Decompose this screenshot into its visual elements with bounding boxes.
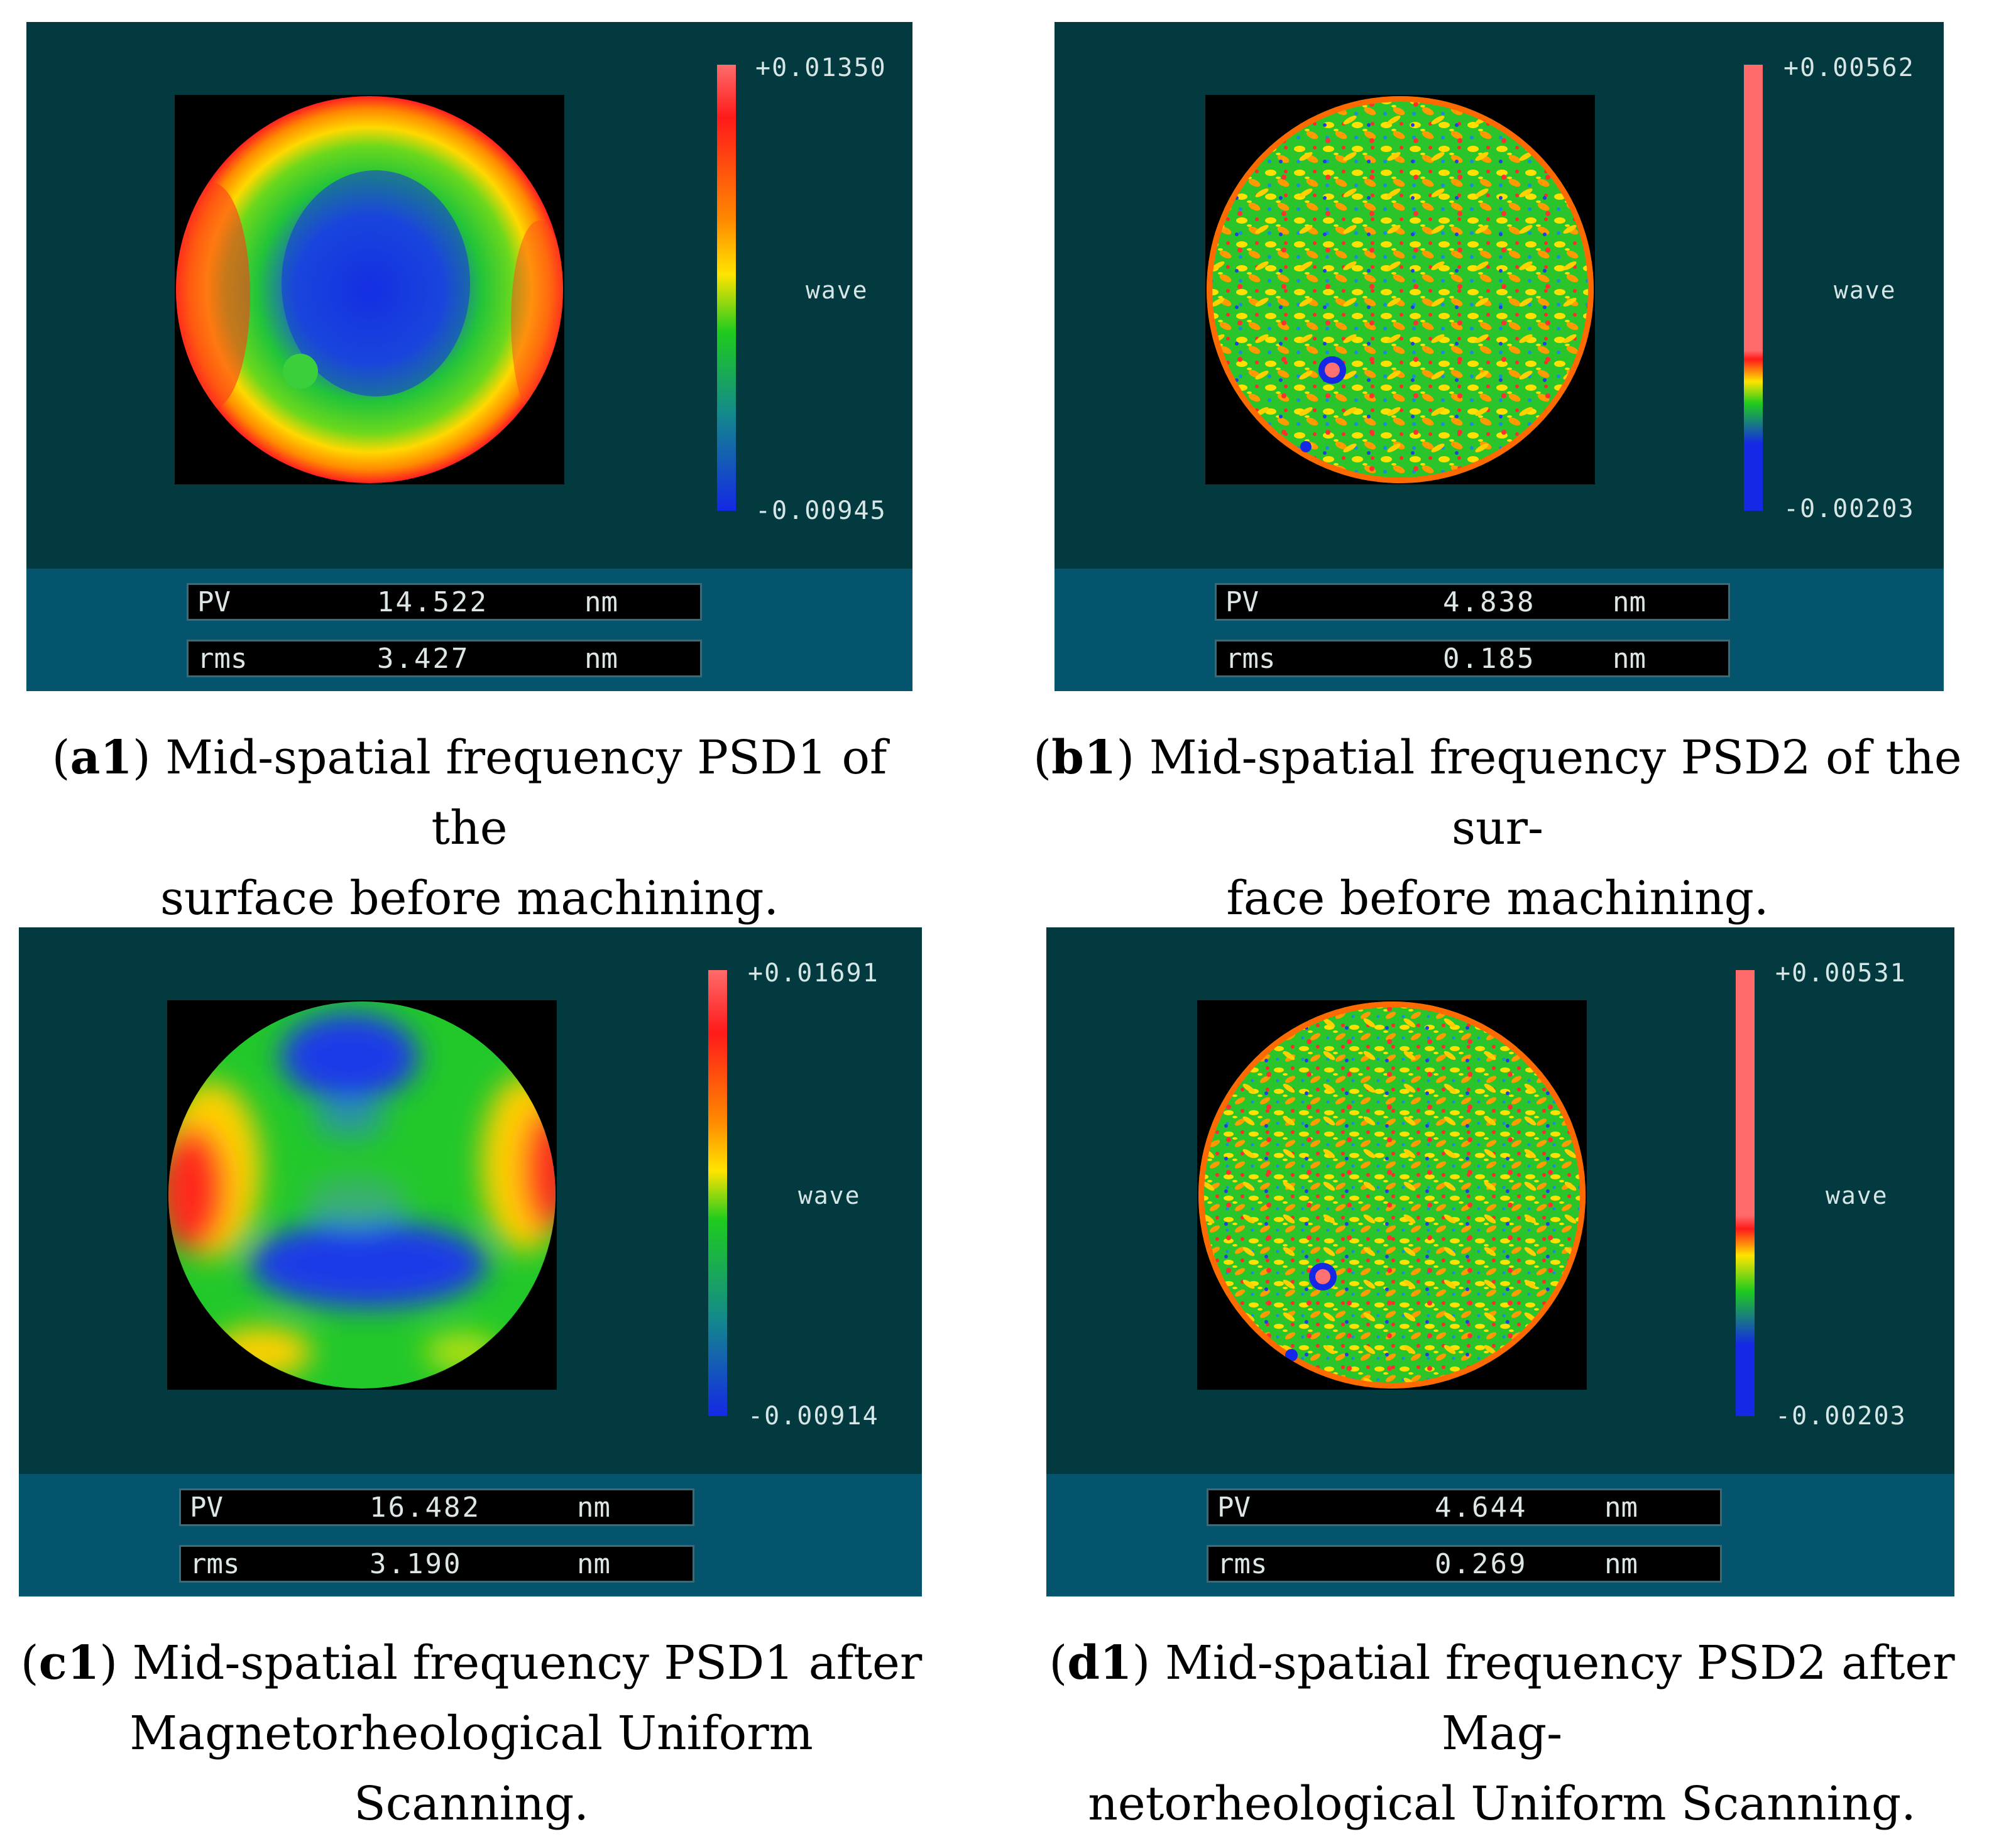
rms-label: rms (190, 1548, 240, 1580)
caption-line2: surface before machining. (160, 871, 779, 925)
readout-footer: PV 4.644 nm rms 0.269 nm (1046, 1474, 1954, 1596)
pv-value: 14.522 (377, 586, 488, 618)
figure-caption-c1: (c1) Mid-spatial frequency PSD1 after Ma… (20, 1636, 923, 1831)
colorbar-max-label: +0.00562 (1783, 53, 1915, 82)
figure-caption-a1: (a1) Mid-spatial frequency PSD1 of the s… (52, 731, 887, 925)
interferogram-screen: +0.00562 wave -0.00203 PV 4.838 nm rms 0… (1055, 22, 1944, 691)
rms-unit: nm (584, 643, 618, 675)
rms-readout: rms 3.427 nm (187, 640, 702, 677)
colorbar-min-label: -0.00203 (1783, 494, 1915, 523)
pv-label: PV (190, 1492, 223, 1524)
pv-unit: nm (584, 586, 618, 618)
pv-unit: nm (1604, 1492, 1638, 1524)
rms-value: 0.185 (1443, 643, 1536, 675)
caption-id: d1 (1067, 1636, 1132, 1690)
caption-line2: face before machining. (1226, 871, 1769, 925)
surface-map-b1 (1205, 95, 1595, 484)
rms-value: 3.190 (370, 1548, 463, 1580)
surface-map-c1 (167, 1000, 557, 1390)
colorbar (1736, 970, 1755, 1416)
pv-value: 16.482 (370, 1492, 481, 1524)
rms-label: rms (197, 643, 248, 675)
figure-caption-d1: (d1) Mid-spatial frequency PSD2 after Ma… (1049, 1636, 1955, 1831)
rms-value: 3.427 (377, 643, 470, 675)
colorbar-min-label: -0.00945 (755, 496, 887, 525)
caption-line1: Mid-spatial frequency PSD2 after Mag- (1164, 1636, 1955, 1760)
rms-value: 0.269 (1435, 1548, 1528, 1580)
pv-readout: PV 14.522 nm (187, 583, 702, 621)
pv-value: 4.838 (1443, 586, 1536, 618)
colorbar-unit-label: wave (798, 1182, 861, 1209)
rms-unit: nm (1613, 643, 1646, 675)
caption-line2: Magnetorheological Uniform Scanning. (129, 1706, 813, 1831)
colorbar-unit-label: wave (1834, 276, 1897, 304)
colorbar-max-label: +0.01691 (748, 959, 879, 988)
surface-map-d1 (1197, 1000, 1587, 1390)
colorbar-min-label: -0.00914 (748, 1402, 879, 1431)
pv-value: 4.644 (1435, 1492, 1528, 1524)
interferogram-screen: +0.00531 wave -0.00203 PV 4.644 nm rms 0… (1046, 927, 1954, 1596)
rms-unit: nm (577, 1548, 610, 1580)
pv-label: PV (197, 586, 231, 618)
caption-line1: Mid-spatial frequency PSD1 of the (165, 731, 887, 855)
pv-unit: nm (577, 1492, 610, 1524)
pv-readout: PV 4.644 nm (1207, 1488, 1722, 1526)
readout-footer: PV 14.522 nm rms 3.427 nm (26, 569, 912, 691)
rms-unit: nm (1604, 1548, 1638, 1580)
interferogram-screen: +0.01350 wave -0.00945 PV 14.522 nm rms … (26, 22, 912, 691)
rms-label: rms (1225, 643, 1276, 675)
readout-footer: PV 16.482 nm rms 3.190 nm (19, 1474, 922, 1596)
colorbar (717, 65, 736, 511)
figure-caption-b1: (b1) Mid-spatial frequency PSD2 of the s… (1033, 731, 1962, 925)
caption-id: c1 (38, 1636, 100, 1690)
caption-id: b1 (1051, 731, 1117, 785)
caption-id: a1 (70, 731, 133, 785)
colorbar-unit-label: wave (1826, 1182, 1888, 1209)
pv-label: PV (1217, 1492, 1251, 1524)
colorbar-max-label: +0.00531 (1775, 959, 1907, 988)
colorbar-unit-label: wave (806, 276, 868, 304)
rms-label: rms (1217, 1548, 1268, 1580)
pv-readout: PV 4.838 nm (1215, 583, 1730, 621)
caption-line2: netorheological Uniform Scanning. (1088, 1777, 1916, 1831)
colorbar (708, 970, 727, 1416)
caption-line1: Mid-spatial frequency PSD2 of the sur- (1149, 731, 1962, 855)
readout-footer: PV 4.838 nm rms 0.185 nm (1055, 569, 1944, 691)
caption-line1: Mid-spatial frequency PSD1 after (132, 1636, 923, 1690)
rms-readout: rms 0.185 nm (1215, 640, 1730, 677)
colorbar (1744, 65, 1763, 511)
interferogram-screen: +0.01691 wave -0.00914 PV 16.482 nm rms … (19, 927, 922, 1596)
pv-readout: PV 16.482 nm (179, 1488, 694, 1526)
pv-label: PV (1225, 586, 1259, 618)
rms-readout: rms 3.190 nm (179, 1545, 694, 1583)
rms-readout: rms 0.269 nm (1207, 1545, 1722, 1583)
surface-map-a1 (175, 95, 564, 484)
colorbar-min-label: -0.00203 (1775, 1402, 1907, 1431)
pv-unit: nm (1613, 586, 1646, 618)
colorbar-max-label: +0.01350 (755, 53, 887, 82)
